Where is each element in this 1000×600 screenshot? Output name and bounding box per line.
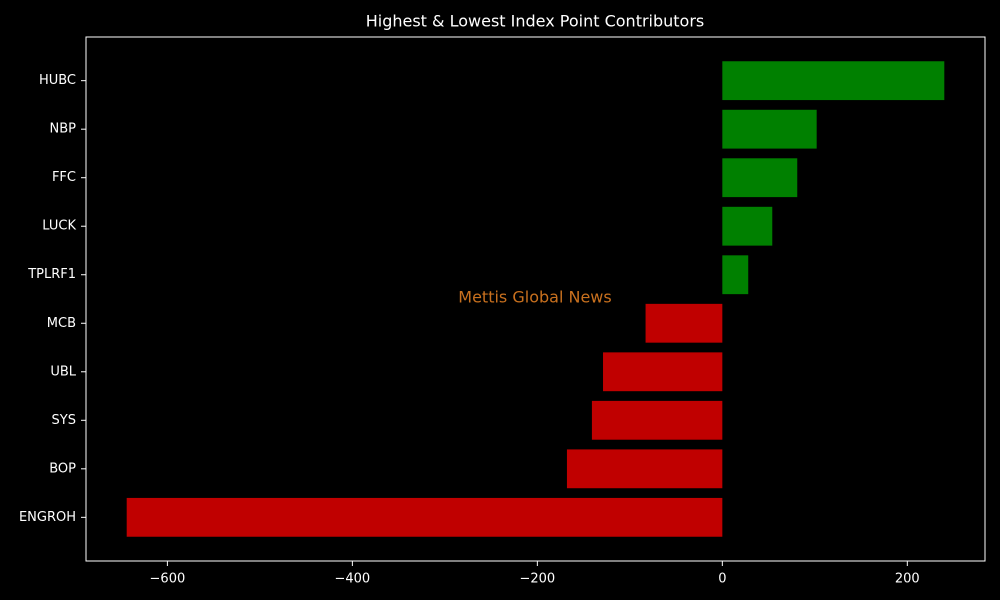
y-tick-label: MCB xyxy=(47,316,76,331)
bar xyxy=(591,400,723,440)
bar xyxy=(126,497,723,537)
y-tick-label: UBL xyxy=(50,364,76,379)
bar xyxy=(722,158,798,198)
plot-frame xyxy=(85,36,986,562)
annotation: Mettis Global News xyxy=(458,288,611,307)
y-tick-label: ENGROH xyxy=(19,510,76,525)
bar xyxy=(645,303,723,343)
bar xyxy=(566,449,723,489)
y-tick-label: HUBC xyxy=(39,73,76,88)
y-tick-label: SYS xyxy=(52,413,76,428)
y-tick-label: FFC xyxy=(52,170,76,185)
x-tick-label: −600 xyxy=(150,572,186,587)
chart-title: Highest & Lowest Index Point Contributor… xyxy=(366,12,705,31)
bar xyxy=(722,206,773,246)
y-tick-label: TPLRF1 xyxy=(27,267,76,282)
y-tick-label: LUCK xyxy=(42,219,76,234)
bar xyxy=(722,255,749,295)
bar xyxy=(603,352,723,392)
x-tick-label: 0 xyxy=(718,572,726,587)
x-tick-label: −200 xyxy=(519,572,555,587)
y-tick-label: NBP xyxy=(50,122,77,137)
y-tick-label: BOP xyxy=(49,461,76,476)
bar xyxy=(722,109,817,149)
x-tick-label: −400 xyxy=(335,572,371,587)
bar xyxy=(722,61,945,101)
x-tick-label: 200 xyxy=(895,572,920,587)
